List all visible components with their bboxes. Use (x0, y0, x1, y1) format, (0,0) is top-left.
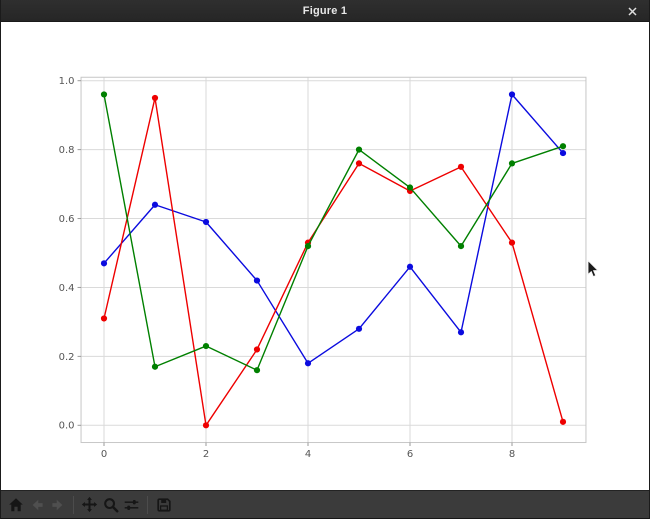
data-point-green (202, 342, 210, 350)
data-point-blue (100, 260, 108, 267)
x-tick-label: 0 (101, 449, 107, 460)
data-point-green (355, 146, 363, 153)
close-icon (627, 6, 637, 16)
y-tick-label: 0.2 (59, 352, 75, 363)
toolbar-button-home[interactable] (5, 492, 26, 517)
sliders-icon (124, 499, 139, 510)
toolbar (1, 490, 649, 519)
data-point-green (304, 243, 312, 250)
data-point-green (151, 363, 159, 370)
series-green (100, 91, 567, 374)
toolbar-button-subplots[interactable] (121, 492, 142, 517)
toolbar-button-zoom[interactable] (100, 492, 121, 517)
data-point-blue (508, 91, 516, 98)
data-point-blue (559, 149, 567, 157)
data-point-green (253, 367, 261, 374)
arrow-left-icon (32, 499, 43, 510)
window-title: Figure 1 (302, 4, 348, 17)
y-tick-label: 0.8 (59, 145, 75, 156)
toolbar-button-forward[interactable] (47, 492, 68, 517)
data-point-red (355, 160, 363, 167)
figure-canvas[interactable]: 0 2 4 6 8 0.0 0.2 0.4 0.6 0.8 1.0 (1, 22, 649, 490)
data-point-blue (457, 329, 465, 336)
data-point-red (151, 94, 159, 102)
series-blue (100, 91, 567, 367)
move-cross-icon (81, 496, 98, 513)
toolbar-separator (147, 495, 148, 514)
line-chart: 0 2 4 6 8 0.0 0.2 0.4 0.6 0.8 1.0 (1, 22, 649, 490)
y-tick-label: 0.0 (59, 421, 75, 432)
grid-lines (81, 77, 586, 443)
home-icon (8, 497, 23, 511)
data-point-blue (406, 263, 414, 270)
data-point-green (559, 143, 567, 150)
toolbar-button-save[interactable] (153, 492, 174, 517)
magnifier-icon (103, 497, 118, 512)
x-tick-label: 4 (305, 449, 311, 460)
toolbar-button-back[interactable] (26, 492, 47, 517)
arrow-right-icon (51, 499, 62, 510)
data-point-green (457, 243, 465, 250)
data-point-blue (304, 360, 312, 367)
data-point-blue (253, 277, 261, 284)
close-button[interactable] (621, 0, 643, 22)
y-axis: 0.0 0.2 0.4 0.6 0.8 1.0 (59, 76, 82, 432)
y-tick-label: 1.0 (59, 76, 75, 87)
axes-frame (80, 76, 587, 444)
title-bar[interactable]: Figure 1 (1, 0, 649, 22)
data-point-red (457, 163, 465, 170)
data-point-red (202, 422, 210, 429)
data-point-blue (151, 201, 159, 208)
x-tick-label: 2 (203, 449, 209, 460)
data-point-green (508, 160, 516, 167)
x-tick-label: 8 (509, 449, 515, 460)
data-point-red (508, 239, 516, 246)
toolbar-separator (73, 495, 74, 514)
y-tick-label: 0.4 (59, 283, 75, 294)
data-point-red (100, 315, 108, 322)
data-point-blue (202, 218, 210, 226)
data-point-red (559, 418, 567, 425)
data-point-blue (355, 325, 363, 332)
data-point-green (406, 184, 414, 191)
x-axis: 0 2 4 6 8 (101, 442, 515, 460)
data-point-green (100, 91, 108, 98)
toolbar-button-pan[interactable] (79, 492, 100, 517)
x-tick-label: 6 (407, 449, 413, 460)
y-tick-label: 0.6 (59, 214, 75, 225)
data-point-red (253, 346, 261, 353)
floppy-disk-icon (156, 497, 171, 512)
